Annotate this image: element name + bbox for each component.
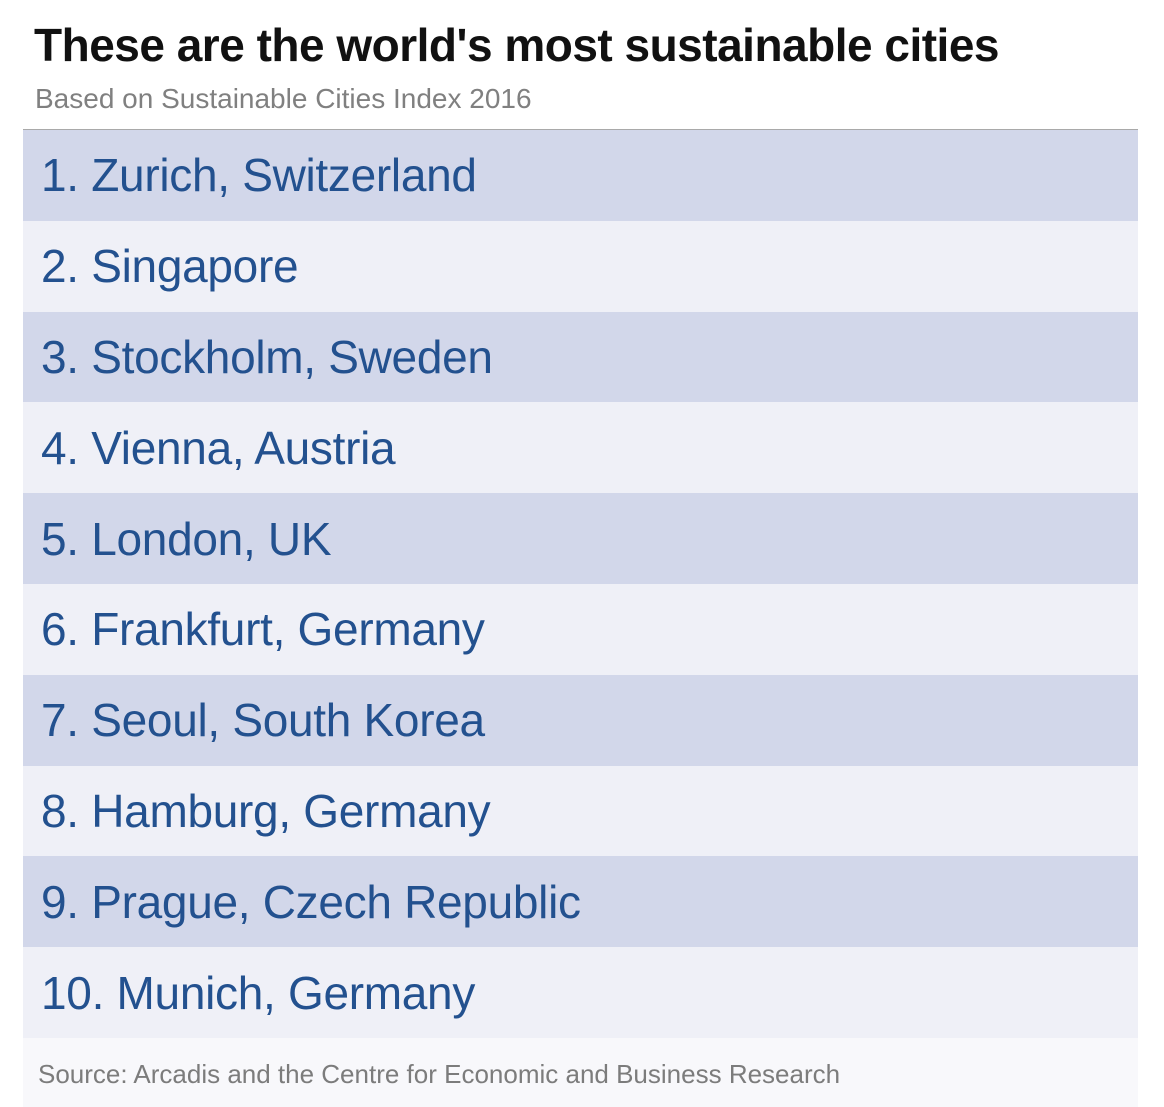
table-row: 6. Frankfurt, Germany <box>23 583 1138 675</box>
source-footer: Source: Arcadis and the Centre for Econo… <box>23 1038 1138 1107</box>
table-row: 10. Munich, Germany <box>23 947 1138 1038</box>
ranking-entry: 5. London, UK <box>41 512 332 565</box>
ranking-entry: 9. Prague, Czech Republic <box>41 875 581 928</box>
table-row: 8. Hamburg, Germany <box>23 765 1138 857</box>
table-row: 7. Seoul, South Korea <box>23 674 1138 766</box>
ranking-table: 1. Zurich, Switzerland 2. Singapore 3. S… <box>23 130 1138 1038</box>
ranking-entry: 1. Zurich, Switzerland <box>41 149 477 202</box>
chart-subtitle: Based on Sustainable Cities Index 2016 <box>35 83 532 114</box>
source-note: Source: Arcadis and the Centre for Econo… <box>38 1059 841 1089</box>
table-row: 4. Vienna, Austria <box>23 402 1138 494</box>
table-row: 9. Prague, Czech Republic <box>23 856 1138 948</box>
ranking-entry: 4. Vienna, Austria <box>41 421 396 474</box>
ranking-entry: 7. Seoul, South Korea <box>41 694 485 747</box>
chart-title: These are the world's most sustainable c… <box>34 19 1000 71</box>
ranking-entry: 8. Hamburg, Germany <box>41 784 491 837</box>
ranking-entry: 6. Frankfurt, Germany <box>41 603 485 656</box>
table-row: 5. London, UK <box>23 493 1138 584</box>
ranking-entry: 3. Stockholm, Sweden <box>41 330 493 383</box>
table-row: 2. Singapore <box>23 220 1138 312</box>
ranking-entry: 2. Singapore <box>41 240 299 293</box>
header-divider <box>23 129 1138 130</box>
ranking-entry: 10. Munich, Germany <box>41 966 476 1019</box>
table-row: 1. Zurich, Switzerland <box>23 130 1138 221</box>
table-row: 3. Stockholm, Sweden <box>23 311 1138 403</box>
